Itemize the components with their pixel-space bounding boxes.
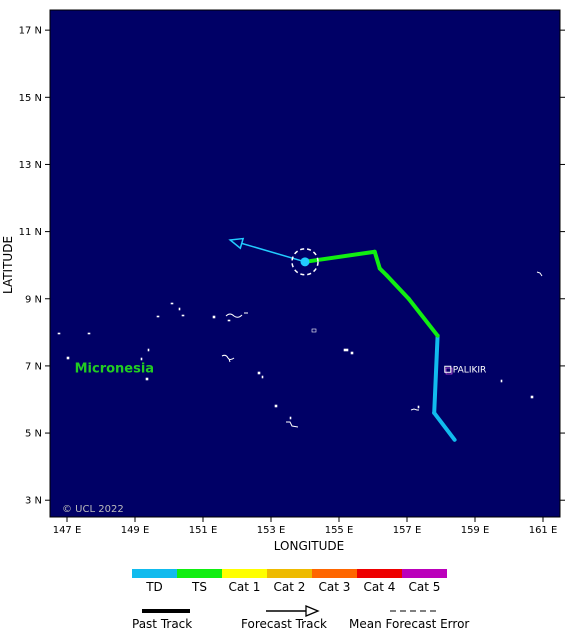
category-swatch <box>222 569 267 578</box>
y-tick-label: 15 N <box>19 93 42 104</box>
y-axis-title: LATITUDE <box>1 236 15 294</box>
error-legend-label: Mean Forecast Error <box>349 617 469 631</box>
category-legend: TD TS Cat 1 Cat 2 Cat 3 Cat 4 Cat 5 <box>132 569 447 594</box>
forecast-arrow-icon <box>305 605 320 617</box>
forecast-error-circle <box>291 248 319 276</box>
forecast-arrowhead-icon <box>228 237 245 250</box>
y-tick-label: 9 N <box>25 294 42 305</box>
capital-marker-icon <box>444 365 452 373</box>
category-label: Cat 1 <box>229 580 261 594</box>
category-label: Cat 2 <box>274 580 306 594</box>
past-track-segment <box>432 333 440 415</box>
category-swatch <box>402 569 447 578</box>
x-axis-title: LONGITUDE <box>274 539 344 553</box>
past-track <box>303 249 457 442</box>
past-track-segment <box>303 249 377 264</box>
city-label: PALIKIR <box>453 365 487 375</box>
x-tick-label: 159 E <box>461 525 490 536</box>
category-label: Cat 3 <box>319 580 351 594</box>
current-storm-position <box>300 257 310 267</box>
copyright-text: © UCL 2022 <box>62 504 124 515</box>
y-tick-label: 17 N <box>19 26 42 37</box>
past-track-legend-label: Past Track <box>132 617 192 631</box>
category-swatch <box>267 569 312 578</box>
past-track-segment <box>372 249 382 271</box>
category-label: TS <box>191 580 207 594</box>
category-label: Cat 5 <box>409 580 441 594</box>
category-swatch <box>177 569 222 578</box>
track-legend: Past Track Forecast Track Mean Forecast … <box>132 605 469 631</box>
forecast-track-legend-label: Forecast Track <box>241 617 327 631</box>
x-tick-label: 157 E <box>393 525 422 536</box>
x-tick-label: 149 E <box>121 525 150 536</box>
y-tick-label: 11 N <box>19 227 42 238</box>
x-tick-label: 161 E <box>529 525 558 536</box>
past-track-segment <box>384 273 411 301</box>
past-track-segment <box>432 410 457 442</box>
y-tick-label: 5 N <box>25 429 42 440</box>
past-track-segment <box>406 296 440 338</box>
category-label: TD <box>145 580 163 594</box>
x-tick-label: 151 E <box>189 525 218 536</box>
category-label: Cat 4 <box>364 580 396 594</box>
y-tick-label: 3 N <box>25 496 42 507</box>
latitude-axis: 3 N 5 N 7 N 9 N 11 N 13 N 15 N 17 N <box>19 26 565 507</box>
y-tick-label: 13 N <box>19 160 42 171</box>
y-tick-label: 7 N <box>25 361 42 372</box>
category-swatch <box>312 569 357 578</box>
x-tick-label: 153 E <box>257 525 286 536</box>
category-swatch <box>357 569 402 578</box>
island-markers <box>57 271 543 428</box>
x-tick-label: 155 E <box>325 525 354 536</box>
longitude-axis: 147 E 149 E 151 E 153 E 155 E 157 E 159 E 161 E <box>53 517 558 536</box>
x-tick-label: 147 E <box>53 525 82 536</box>
category-swatch <box>132 569 177 578</box>
region-label: Micronesia <box>75 362 154 377</box>
